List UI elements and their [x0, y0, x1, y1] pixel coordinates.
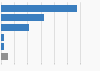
Bar [1, 53, 8, 60]
Bar [1, 14, 44, 21]
Bar [1, 5, 78, 12]
Bar [1, 34, 4, 41]
Bar [1, 24, 29, 31]
Bar [1, 43, 4, 50]
